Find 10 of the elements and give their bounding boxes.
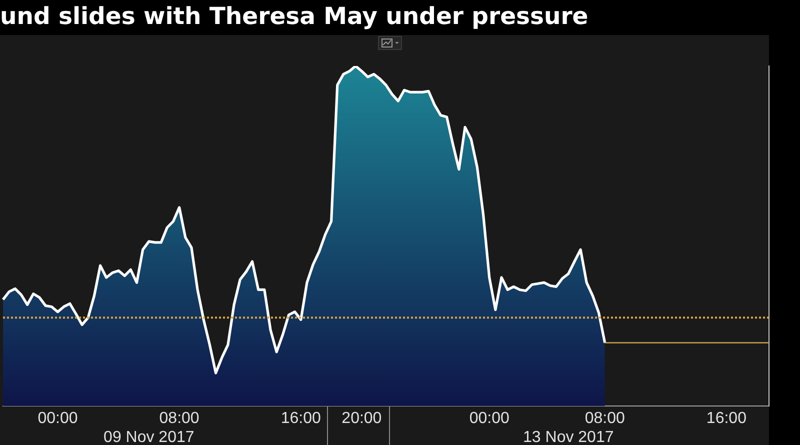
x-tick-label: 16:00	[280, 410, 322, 428]
x-tick-label: 13 Nov 2017	[523, 429, 614, 445]
x-tick-label: 00:00	[38, 410, 78, 428]
x-tick-label: 08:00	[584, 410, 625, 428]
x-tick-label: 08:00	[159, 410, 200, 428]
x-tick-label: 16:00	[706, 410, 747, 428]
x-tick-label: 00:00	[469, 410, 510, 428]
chart-title: und slides with Theresa May under pressure	[0, 1, 588, 32]
x-tick-label: 09 Nov 2017	[104, 429, 194, 445]
x-tick-label: 20:00	[342, 410, 382, 428]
